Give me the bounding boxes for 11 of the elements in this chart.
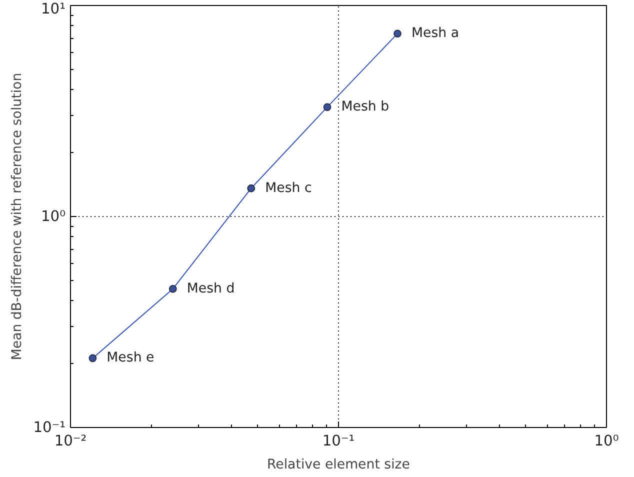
annotation: Mesh d <box>186 281 235 296</box>
y-tick-label: 10¹ <box>40 0 66 18</box>
annotation: Mesh e <box>106 350 154 366</box>
annotation: Mesh b <box>341 100 390 115</box>
x-tick-label: 10⁻¹ <box>322 432 355 450</box>
annotation: Mesh c <box>265 180 312 196</box>
x-tick-label: 10⁰ <box>594 432 619 450</box>
y-tick-label: 10⁰ <box>40 208 66 225</box>
y-axis-title: Mean dB-difference with reference solution <box>10 72 26 360</box>
x-axis-title: Relative element size <box>266 458 410 472</box>
annotation: Mesh a <box>411 26 459 42</box>
